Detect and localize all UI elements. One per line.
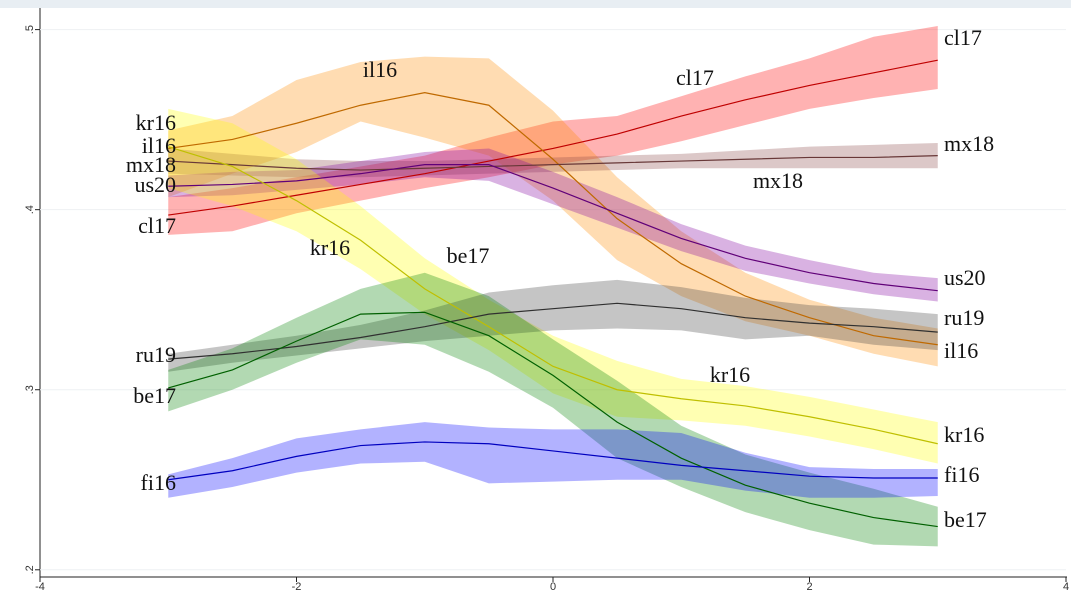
x-tick-label: 4 [1063,581,1069,590]
series-label: mx18 [126,152,176,177]
confidence-band [168,26,938,235]
y-tick-label: .3 [24,385,36,394]
series-line [168,164,938,292]
y-tick-label: .2 [24,565,36,574]
top-strip [0,0,1071,8]
series-label: us20 [134,172,176,197]
y-tick-label: .5 [24,25,36,34]
series-label: kr16 [136,110,176,135]
series-label: be17 [944,507,987,532]
x-tick-label: 0 [550,581,556,590]
series-label: il16 [142,133,176,158]
confidence-band [168,148,938,302]
confidence-band [168,272,938,547]
series-label: fi16 [141,470,176,495]
series-label: kr16 [710,362,750,387]
confidence-band [168,56,938,367]
series-line [168,441,938,481]
series-line [168,59,938,216]
series-line [168,155,938,171]
series-label: mx18 [753,168,803,193]
confidence-band [168,422,938,498]
series-label: fi16 [944,462,979,487]
series-label: il16 [363,57,397,82]
confidence-band [168,143,938,178]
y-tick-label: .4 [24,205,36,214]
x-tick-label: 2 [806,581,812,590]
confidence-band [168,108,938,464]
series-label: kr16 [944,422,984,447]
confidence-band [168,279,938,372]
x-tick-label: -2 [292,581,302,590]
series-label: be17 [447,243,490,268]
series-line [168,311,938,528]
series-label: ru19 [136,342,176,367]
series-label: ru19 [944,305,984,330]
series-label: be17 [133,383,176,408]
series-label: cl17 [676,65,714,90]
series-line [168,302,938,360]
series-label: kr16 [310,235,350,260]
series-label: us20 [944,265,986,290]
series-line [168,92,938,346]
series-label: cl17 [944,25,982,50]
series-line [168,146,938,445]
series-label: il16 [944,338,978,363]
series-label: mx18 [944,131,994,156]
series-label: cl17 [138,213,176,238]
x-tick-label: -4 [35,581,45,590]
